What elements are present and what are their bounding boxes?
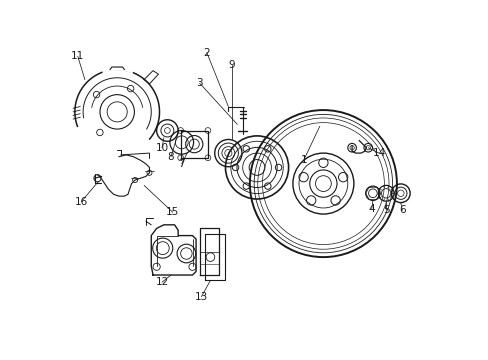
Text: 7: 7 bbox=[178, 159, 184, 169]
Text: 8: 8 bbox=[167, 152, 174, 162]
Text: 11: 11 bbox=[71, 51, 84, 61]
Text: 16: 16 bbox=[75, 197, 88, 207]
Text: 3: 3 bbox=[196, 78, 203, 88]
Text: 13: 13 bbox=[194, 292, 208, 302]
Text: 12: 12 bbox=[155, 277, 168, 287]
Text: 5: 5 bbox=[382, 206, 388, 216]
Text: 15: 15 bbox=[166, 207, 179, 217]
Text: 14: 14 bbox=[371, 148, 385, 158]
Text: 9: 9 bbox=[228, 60, 235, 70]
Text: 4: 4 bbox=[368, 204, 374, 214]
Text: 2: 2 bbox=[203, 48, 210, 58]
Text: 6: 6 bbox=[398, 206, 405, 216]
Text: 1: 1 bbox=[300, 155, 306, 165]
Text: 10: 10 bbox=[155, 143, 168, 153]
